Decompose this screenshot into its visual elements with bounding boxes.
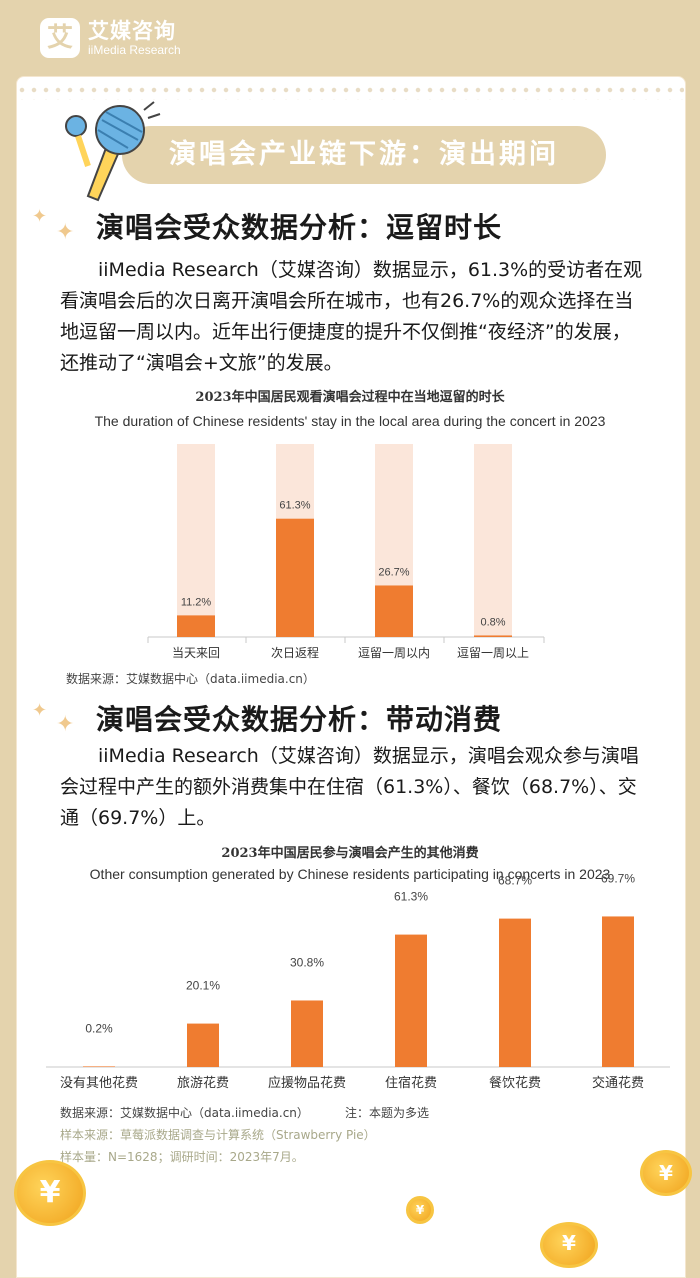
chart1-data-label: 0.8% bbox=[480, 616, 505, 628]
chart2-bar bbox=[291, 1000, 323, 1067]
brand-text: 艾媒咨询 iiMedia Research bbox=[88, 19, 181, 57]
chart1-data-label: 61.3% bbox=[279, 500, 310, 512]
chart2-x-label: 交通花费 bbox=[592, 1075, 644, 1091]
paragraph-text: iiMedia Research（艾媒咨询）数据显示，61.3%的受访者在观看演… bbox=[60, 259, 643, 374]
sparkle-icon: ✦ bbox=[32, 700, 48, 721]
section-heading-duration: 演唱会受众数据分析：逗留时长 bbox=[96, 211, 503, 244]
dotted-border bbox=[16, 84, 684, 100]
coin-icon: ¥ bbox=[14, 1160, 86, 1226]
chart2-subtitle: Other consumption generated by Chinese r… bbox=[89, 866, 611, 882]
chart1-subtitle: The duration of Chinese residents' stay … bbox=[94, 413, 606, 429]
chart2-title: 2023年中国居民参与演唱会产生的其他消费 bbox=[221, 846, 479, 861]
chart1-x-label: 逗留一周以内 bbox=[358, 646, 430, 660]
chart1-data-label: 11.2% bbox=[181, 596, 212, 608]
chart2-bar bbox=[602, 916, 634, 1067]
chart1-bar-track bbox=[177, 444, 215, 637]
chart2-x-label: 住宿花费 bbox=[385, 1075, 437, 1091]
chart1-bar bbox=[474, 635, 512, 637]
sparkle-icon: ✦ bbox=[56, 220, 75, 245]
chart2-bar bbox=[499, 918, 531, 1067]
brand-name-en: iiMedia Research bbox=[88, 43, 181, 57]
page-banner: 演唱会产业链下游：演出期间 bbox=[122, 126, 606, 184]
chart2-data-label: 69.7% bbox=[601, 871, 635, 885]
chart1-x-label: 当天来回 bbox=[172, 646, 220, 660]
sparkle-icon: ✦ bbox=[32, 206, 48, 227]
chart2-data-label: 0.2% bbox=[85, 1021, 113, 1035]
chart1-data-label: 26.7% bbox=[378, 566, 409, 578]
brand-logo: 艾 艾媒咨询 iiMedia Research bbox=[40, 18, 181, 58]
section-heading-consumption: 演唱会受众数据分析：带动消费 bbox=[96, 703, 503, 736]
section-paragraph-consumption: iiMedia Research（艾媒咨询）数据显示，演唱会观众参与演唱会过程中… bbox=[60, 741, 646, 834]
chart2-bar bbox=[395, 934, 427, 1067]
chart1-x-label: 次日返程 bbox=[271, 645, 319, 660]
chart1-x-label: 逗留一周以上 bbox=[457, 646, 529, 660]
brand-mark: 艾 bbox=[40, 18, 80, 58]
chart2-x-label: 没有其他花费 bbox=[60, 1075, 138, 1091]
sample-info: 样本量：N=1628；调研时间：2023年7月。 bbox=[60, 1150, 304, 1164]
chart2-data-label: 20.1% bbox=[186, 979, 220, 993]
chart1-bar-track bbox=[474, 444, 512, 637]
chart2-data-label: 68.7% bbox=[498, 874, 532, 888]
chart1-bar bbox=[375, 585, 413, 637]
chart2-data-label: 61.3% bbox=[394, 890, 428, 904]
coin-icon: ¥ bbox=[406, 1196, 434, 1224]
chart2-data-label: 30.8% bbox=[290, 955, 324, 969]
chart2-source: 数据来源：艾媒数据中心（data.iimedia.cn） bbox=[60, 1106, 309, 1120]
section-paragraph-duration: iiMedia Research（艾媒咨询）数据显示，61.3%的受访者在观看演… bbox=[60, 255, 646, 379]
paragraph-text: iiMedia Research（艾媒咨询）数据显示，演唱会观众参与演唱会过程中… bbox=[60, 745, 639, 829]
chart2-x-label: 餐饮花费 bbox=[489, 1075, 541, 1091]
chart2-bar bbox=[83, 1066, 115, 1067]
chart1-title: 2023年中国居民观看演唱会过程中在当地逗留的时长 bbox=[195, 390, 505, 405]
coin-icon: ¥ bbox=[640, 1150, 692, 1196]
microphone-icon bbox=[65, 101, 161, 202]
chart2-x-label: 应援物品花费 bbox=[268, 1075, 346, 1091]
content-card bbox=[16, 76, 686, 1278]
charts-canvas: 11.2% 当天来回 61.3% 次日返程 26.7% 逗留一周以内 0.8% 逗留一周以上 0… bbox=[46, 444, 670, 1091]
chart2-note: 注：本题为多选 bbox=[345, 1106, 430, 1120]
chart1-bar bbox=[177, 615, 215, 637]
brand-name-cn: 艾媒咨询 bbox=[88, 19, 176, 43]
chart1-source: 数据来源：艾媒数据中心（data.iimedia.cn） bbox=[66, 672, 315, 686]
sample-source: 样本来源：草莓派数据调查与计算系统（Strawberry Pie） bbox=[60, 1128, 376, 1142]
chart2-bar bbox=[187, 1023, 219, 1067]
chart1-bar bbox=[276, 518, 314, 637]
sparkle-icon: ✦ bbox=[56, 712, 75, 737]
coin-icon: ¥ bbox=[540, 1222, 598, 1268]
chart2-x-label: 旅游花费 bbox=[177, 1075, 229, 1091]
